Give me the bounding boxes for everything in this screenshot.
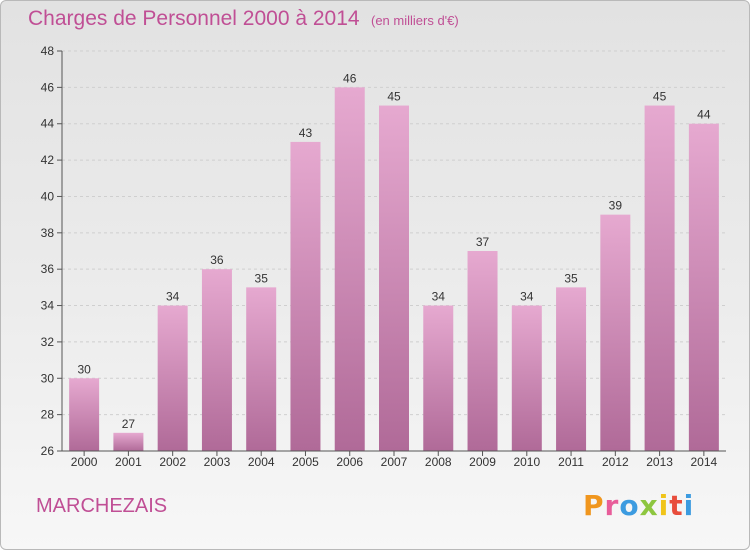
bar <box>69 378 100 451</box>
bar-value-label: 37 <box>476 235 490 249</box>
bar <box>246 287 277 451</box>
chart-title: Charges de Personnel 2000 à 2014 <box>28 7 360 30</box>
bar-value-label: 34 <box>520 290 534 304</box>
bar-value-label: 34 <box>166 290 180 304</box>
bar <box>113 432 144 451</box>
y-tick-label: 30 <box>41 371 55 385</box>
x-tick-label: 2014 <box>691 455 718 469</box>
bar-value-label: 44 <box>697 108 711 122</box>
x-tick-label: 2013 <box>646 455 673 469</box>
x-tick-label: 2008 <box>425 455 452 469</box>
bar <box>334 87 365 451</box>
bar-value-label: 45 <box>387 90 401 104</box>
x-tick-label: 2010 <box>513 455 540 469</box>
x-tick-label: 2009 <box>469 455 496 469</box>
logo-letter: i <box>658 489 670 522</box>
logo-letter: o <box>619 489 640 522</box>
y-tick-label: 28 <box>41 408 55 422</box>
bars <box>69 87 719 452</box>
bar-value-label: 30 <box>77 362 91 376</box>
bar <box>157 305 188 451</box>
chart-subtitle: (en milliers d'€) <box>371 13 459 28</box>
x-tick-label: 2003 <box>204 455 231 469</box>
x-tick-label: 2002 <box>159 455 186 469</box>
bar <box>556 287 587 451</box>
bar-value-label: 35 <box>564 271 578 285</box>
bar <box>511 305 542 451</box>
bar-value-label: 35 <box>255 271 269 285</box>
y-tick-label: 34 <box>41 299 55 313</box>
bar <box>600 214 631 451</box>
x-tick-label: 2012 <box>602 455 629 469</box>
bar-value-label: 36 <box>210 253 224 267</box>
bar <box>379 105 409 451</box>
y-tick-label: 46 <box>41 80 55 94</box>
y-tick-label: 40 <box>41 189 55 203</box>
bar-value-label: 46 <box>343 71 357 85</box>
y-tick-label: 26 <box>41 444 55 458</box>
logo-letter: r <box>604 489 620 522</box>
bar <box>423 305 454 451</box>
town-name: MARCHEZAIS <box>36 495 168 517</box>
proxiti-logo[interactable]: Proxiti <box>583 489 694 522</box>
bar-value-label: 27 <box>122 417 136 431</box>
y-tick-label: 48 <box>41 44 55 58</box>
bar-value-label: 39 <box>609 199 623 213</box>
y-tick-label: 38 <box>41 226 55 240</box>
logo-letter: i <box>683 489 695 522</box>
bar <box>644 105 675 451</box>
y-tick-label: 44 <box>41 117 55 131</box>
bar <box>290 141 321 451</box>
bar-value-label: 45 <box>653 90 667 104</box>
y-tick-label: 36 <box>41 262 55 276</box>
x-tick-label: 2006 <box>336 455 363 469</box>
x-tick-label: 2001 <box>115 455 142 469</box>
logo-letter: x <box>639 489 659 522</box>
bar <box>688 123 719 452</box>
bar-value-label: 43 <box>299 126 313 140</box>
x-tick-label: 2004 <box>248 455 275 469</box>
axes <box>57 50 726 456</box>
logo-letter: t <box>669 489 684 522</box>
x-tick-label: 2007 <box>381 455 408 469</box>
labels: 26 28 30 32 34 36 38 40 42 44 46 48 30 2000 27 2001 34 20… <box>41 44 718 469</box>
x-tick-label: 2005 <box>292 455 319 469</box>
y-tick-label: 32 <box>41 335 55 349</box>
bar <box>467 251 498 451</box>
y-tick-label: 42 <box>41 153 55 167</box>
x-tick-label: 2011 <box>558 455 584 469</box>
bar-value-label: 34 <box>432 290 446 304</box>
logo-letter: P <box>583 489 605 522</box>
bar <box>201 269 232 451</box>
x-tick-label: 2000 <box>71 455 98 469</box>
